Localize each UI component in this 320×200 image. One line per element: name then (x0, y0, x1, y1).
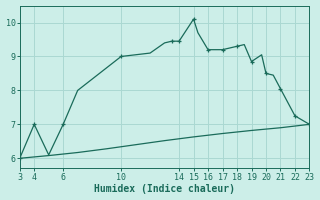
X-axis label: Humidex (Indice chaleur): Humidex (Indice chaleur) (94, 184, 235, 194)
